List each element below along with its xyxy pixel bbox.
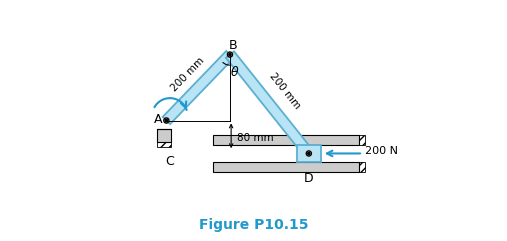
- Bar: [213, 162, 359, 172]
- Text: θ: θ: [230, 66, 238, 79]
- Circle shape: [229, 54, 231, 56]
- Text: B: B: [229, 39, 237, 52]
- Circle shape: [306, 151, 311, 156]
- Circle shape: [165, 119, 167, 122]
- Bar: [359, 135, 366, 145]
- Bar: [157, 142, 171, 147]
- Polygon shape: [226, 51, 313, 157]
- Bar: [297, 145, 320, 162]
- Circle shape: [164, 118, 169, 123]
- Bar: [157, 129, 171, 142]
- Text: D: D: [304, 172, 314, 185]
- Text: C: C: [166, 155, 174, 168]
- Bar: [359, 162, 366, 172]
- Text: A: A: [154, 113, 162, 126]
- Circle shape: [227, 52, 233, 57]
- Polygon shape: [163, 51, 234, 124]
- Bar: [213, 135, 359, 145]
- Text: Figure P10.15: Figure P10.15: [199, 218, 308, 232]
- Text: 200 mm: 200 mm: [169, 56, 206, 94]
- Text: 200 N: 200 N: [366, 146, 399, 156]
- Text: 80 mm: 80 mm: [237, 133, 274, 143]
- Text: 200 mm: 200 mm: [267, 71, 302, 111]
- Circle shape: [308, 152, 310, 155]
